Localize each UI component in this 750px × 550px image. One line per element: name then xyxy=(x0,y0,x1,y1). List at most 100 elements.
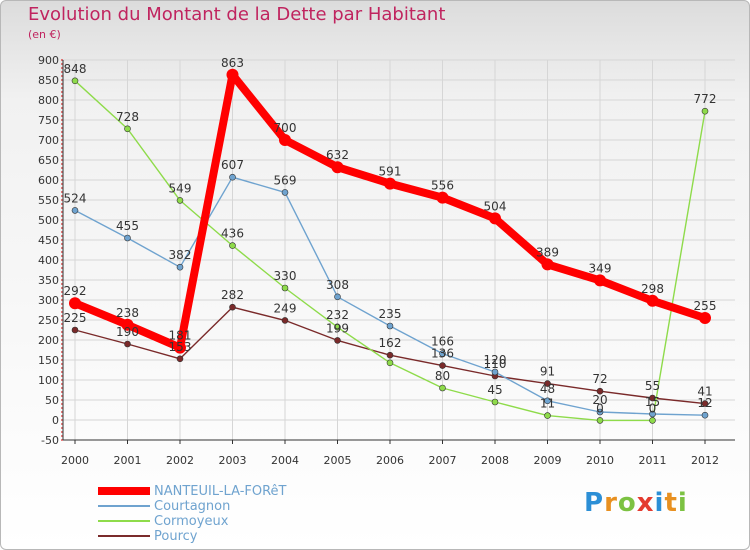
legend-swatch xyxy=(98,520,150,522)
data-label: 190 xyxy=(116,325,139,339)
logo-letter: x xyxy=(636,488,655,518)
data-label: 249 xyxy=(274,301,297,315)
y-tick-label: 600 xyxy=(38,174,59,187)
y-tick-label: 800 xyxy=(38,94,59,107)
data-label: 591 xyxy=(379,165,402,179)
data-label: 15 xyxy=(645,395,660,409)
data-label: 225 xyxy=(64,311,87,325)
logo-letter: o xyxy=(617,488,637,518)
data-point-cormoyeux xyxy=(596,417,604,424)
data-point-nanteuil-la-for-t xyxy=(436,191,449,204)
data-point-pourcy xyxy=(701,400,709,407)
x-tick-label: 2012 xyxy=(691,454,719,467)
data-label: 80 xyxy=(435,369,450,383)
y-tick-label: 900 xyxy=(38,54,59,67)
y-tick-label: 650 xyxy=(38,154,59,167)
data-point-cormoyeux xyxy=(544,412,551,419)
x-tick-label: 2009 xyxy=(534,454,562,467)
x-tick-label: 2008 xyxy=(481,454,509,467)
x-tick-label: 2004 xyxy=(271,454,299,467)
data-label: 292 xyxy=(64,284,87,298)
data-point-cormoyeux xyxy=(334,323,341,331)
legend-swatch xyxy=(98,505,150,507)
y-tick-label: 750 xyxy=(38,114,59,127)
data-point-cormoyeux xyxy=(229,242,236,249)
data-point-courtagnon xyxy=(701,411,709,419)
data-point-pourcy xyxy=(334,337,341,344)
data-label: 863 xyxy=(221,56,244,70)
chart-title: Evolution du Montant de la Dette par Hab… xyxy=(28,4,446,25)
data-label: 166 xyxy=(431,335,454,349)
data-label: 524 xyxy=(64,191,87,205)
data-point-nanteuil-la-for-t xyxy=(279,134,291,146)
x-tick-label: 2005 xyxy=(324,454,352,467)
data-point-pourcy xyxy=(386,351,394,359)
legend-item: Courtagnon xyxy=(98,499,338,514)
legend-label: Cormoyeux xyxy=(154,514,229,529)
data-point-cormoyeux xyxy=(176,197,184,204)
legend-label: Pourcy xyxy=(154,529,198,544)
y-tick-label: 300 xyxy=(38,294,59,307)
data-label: 298 xyxy=(641,282,664,296)
x-tick-label: 2006 xyxy=(376,454,404,467)
data-label: 607 xyxy=(221,158,244,172)
legend-swatch xyxy=(98,487,150,495)
data-label: 0 xyxy=(596,401,604,415)
x-tick-label: 2011 xyxy=(639,454,667,467)
data-label: 349 xyxy=(589,261,612,275)
data-point-courtagnon xyxy=(229,173,236,181)
data-point-courtagnon xyxy=(439,350,446,357)
y-tick-label: 100 xyxy=(38,374,59,387)
legend-item: Pourcy xyxy=(98,529,338,544)
data-label: 382 xyxy=(169,248,192,262)
data-label: 11 xyxy=(540,397,555,411)
y-tick-label: 200 xyxy=(38,334,59,347)
data-label: 232 xyxy=(326,308,349,322)
data-label: 549 xyxy=(169,181,192,195)
data-label: 569 xyxy=(274,173,297,187)
legend-item: NANTEUIL-LA-FORêT xyxy=(98,484,338,499)
data-label: 136 xyxy=(431,347,454,361)
data-label: 436 xyxy=(221,227,244,241)
data-point-courtagnon xyxy=(596,408,604,416)
logo-letter: P xyxy=(584,488,605,518)
legend-item: Cormoyeux xyxy=(98,514,338,529)
data-point-pourcy xyxy=(71,326,79,334)
data-label: 504 xyxy=(484,199,507,213)
data-label: 308 xyxy=(326,278,349,292)
data-point-courtagnon xyxy=(334,293,341,301)
data-label: 199 xyxy=(326,321,349,335)
y-tick-label: 50 xyxy=(45,394,59,407)
data-label: 120 xyxy=(484,353,507,367)
data-point-nanteuil-la-for-t xyxy=(699,312,711,324)
proxiti-logo: Proxiti xyxy=(584,488,688,518)
data-label: 162 xyxy=(379,336,402,350)
legend-swatch xyxy=(98,535,150,537)
data-label: 389 xyxy=(536,245,559,259)
data-point-nanteuil-la-for-t xyxy=(646,294,659,307)
data-point-pourcy xyxy=(649,394,656,402)
data-label: 848 xyxy=(64,62,87,76)
data-point-courtagnon xyxy=(71,207,79,214)
data-point-pourcy xyxy=(124,340,131,348)
logo-letter: i xyxy=(677,488,688,518)
x-tick-label: 2003 xyxy=(219,454,247,467)
data-point-pourcy xyxy=(544,380,551,387)
data-label: 235 xyxy=(379,307,402,321)
data-label: 72 xyxy=(592,372,607,386)
data-point-nanteuil-la-for-t xyxy=(594,274,606,287)
y-tick-label: 0 xyxy=(52,414,59,427)
data-point-pourcy xyxy=(176,355,184,363)
data-label: 20 xyxy=(592,393,607,407)
logo-letter: t xyxy=(664,488,678,518)
data-point-nanteuil-la-for-t xyxy=(121,318,134,331)
data-label: 12 xyxy=(697,396,712,410)
data-label: 282 xyxy=(221,288,244,302)
y-tick-label: 450 xyxy=(38,234,59,247)
data-point-nanteuil-la-for-t xyxy=(226,68,239,81)
data-point-pourcy xyxy=(281,317,289,324)
data-point-nanteuil-la-for-t xyxy=(489,212,501,225)
data-label: 55 xyxy=(645,379,660,393)
